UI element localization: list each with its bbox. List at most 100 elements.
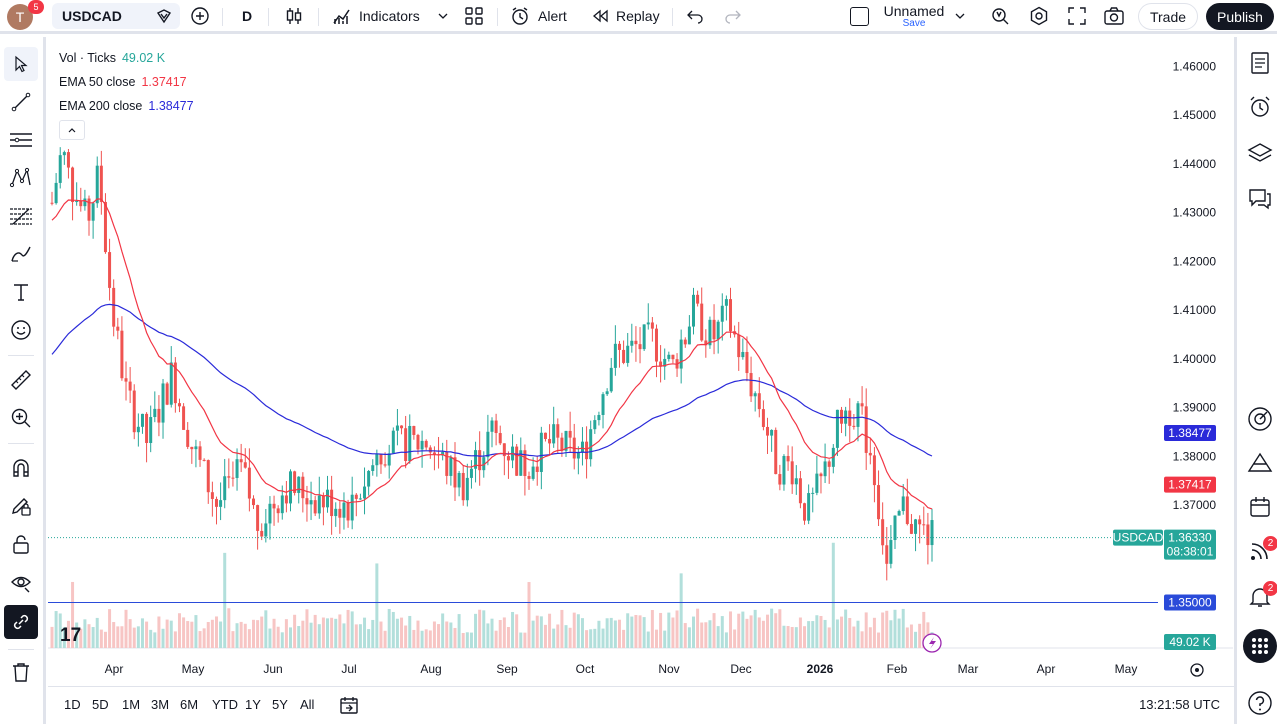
candle-body	[589, 429, 593, 460]
candle-body	[881, 519, 885, 546]
zoom-in-icon[interactable]	[4, 401, 38, 435]
trade-button[interactable]: Trade	[1138, 3, 1198, 30]
ruler-icon[interactable]	[4, 363, 38, 397]
layout-name[interactable]: Unnamed Save	[878, 3, 950, 29]
symbol-search[interactable]: USDCAD	[52, 3, 180, 29]
ema200-legend[interactable]: EMA 200 close 1.38477	[59, 94, 194, 118]
redo-icon[interactable]	[724, 0, 742, 32]
apps-grid-icon[interactable]	[1243, 629, 1277, 663]
fullscreen-icon[interactable]	[1067, 0, 1087, 32]
chart-type-icon[interactable]	[284, 0, 304, 32]
chart-legend: Vol · Ticks 49.02 K EMA 50 close 1.37417…	[59, 46, 194, 140]
candle-body	[379, 453, 383, 465]
candle-body	[827, 461, 831, 467]
candle-body	[914, 519, 918, 534]
replay-button[interactable]: Replay	[591, 0, 660, 32]
range-1m-button[interactable]: 1M	[122, 697, 141, 712]
candle-body	[58, 155, 62, 183]
candle-body	[182, 406, 186, 430]
candle-body	[50, 202, 54, 204]
candle-body	[408, 425, 412, 461]
layout-dropdown-icon[interactable]	[954, 0, 966, 32]
candle-body	[609, 367, 613, 392]
eye-icon[interactable]	[4, 565, 38, 599]
brush-icon[interactable]	[4, 237, 38, 271]
volume-bar	[593, 628, 597, 648]
candle-body	[284, 495, 288, 504]
horizontal-lines-icon[interactable]	[4, 123, 38, 157]
candle-body	[716, 321, 720, 340]
settings-gear-icon[interactable]	[1029, 0, 1049, 32]
pattern-icon[interactable]	[4, 161, 38, 195]
hotlist-icon[interactable]	[1244, 447, 1276, 479]
layout-checkbox[interactable]	[850, 0, 869, 32]
range-all-button[interactable]: All	[300, 697, 315, 712]
range-6m-button[interactable]: 6M	[180, 697, 199, 712]
calendar-icon[interactable]	[1244, 491, 1276, 523]
chart-pane[interactable]: 1.46000 1.45000 1.44000 1.43000 1.42000 1.410…	[48, 37, 1233, 685]
interval-button[interactable]: D	[242, 8, 253, 24]
layouts-grid-icon[interactable]	[464, 0, 484, 32]
target-icon[interactable]	[1244, 403, 1276, 435]
lock-icon[interactable]	[4, 527, 38, 561]
volume-bar	[885, 610, 889, 648]
ideas-badge: 2	[1263, 536, 1277, 551]
range-5y-button[interactable]: 5Y	[272, 697, 288, 712]
price-chart[interactable]: 1.46000 1.45000 1.44000 1.43000 1.42000 1.410…	[48, 37, 1233, 685]
price-tick-label: 1.45000	[1173, 108, 1217, 122]
volume-bar	[342, 623, 346, 648]
emoji-icon[interactable]	[4, 313, 38, 347]
ideas-stream-icon[interactable]	[1244, 535, 1276, 567]
alert-button[interactable]: Alert	[510, 0, 567, 32]
volume-bar	[724, 632, 728, 648]
trend-line-icon[interactable]	[4, 85, 38, 119]
ema50-legend[interactable]: EMA 50 close 1.37417	[59, 70, 194, 94]
watchlist-icon[interactable]	[1244, 47, 1276, 79]
candle-body	[840, 409, 844, 424]
chat-icon[interactable]	[1244, 183, 1276, 215]
publish-button[interactable]: Publish	[1206, 3, 1274, 30]
candle-body	[99, 165, 103, 202]
volume-bar	[766, 614, 770, 648]
candle-body	[757, 393, 761, 410]
link-icon[interactable]	[4, 605, 38, 639]
alerts-clock-icon[interactable]	[1244, 91, 1276, 123]
volume-bar	[597, 620, 601, 648]
layers-icon[interactable]	[1244, 137, 1276, 169]
cursor-icon[interactable]	[4, 47, 38, 81]
undo-icon[interactable]	[686, 0, 704, 32]
volume-bar	[202, 628, 206, 648]
range-ytd-button[interactable]: YTD	[212, 697, 238, 712]
goto-date-icon[interactable]	[338, 695, 360, 720]
indicators-button[interactable]: Indicators	[332, 0, 420, 32]
trash-icon[interactable]	[4, 655, 38, 689]
candle-body	[646, 322, 650, 325]
volume-bar	[95, 617, 99, 648]
range-5d-button[interactable]: 5D	[92, 697, 109, 712]
snapshot-camera-icon[interactable]	[1103, 0, 1125, 32]
candle-body	[469, 468, 473, 478]
volume-bar	[112, 622, 116, 648]
volume-bar	[741, 611, 745, 648]
utc-clock[interactable]: 13:21:58 UTC	[1139, 697, 1220, 712]
magnet-icon[interactable]	[4, 451, 38, 485]
volume-bar	[675, 610, 679, 648]
help-icon[interactable]	[1244, 687, 1276, 719]
add-symbol-icon[interactable]	[190, 0, 210, 32]
quick-search-icon[interactable]	[990, 0, 1010, 32]
candle-body	[576, 452, 580, 459]
volume-bar	[289, 627, 293, 648]
volume-bar	[445, 621, 449, 648]
compare-icon[interactable]	[155, 0, 173, 32]
fib-retracement-icon[interactable]	[4, 199, 38, 233]
indicators-dropdown-icon[interactable]	[437, 0, 449, 32]
collapse-legend-icon[interactable]	[59, 120, 85, 140]
text-tool-icon[interactable]	[4, 275, 38, 309]
ema200-legend-label: EMA 200 close	[59, 99, 143, 113]
lock-pencil-icon[interactable]	[4, 489, 38, 523]
candle-body	[395, 425, 399, 431]
range-1y-button[interactable]: 1Y	[245, 697, 261, 712]
range-3m-button[interactable]: 3M	[151, 697, 170, 712]
volume-legend[interactable]: Vol · Ticks 49.02 K	[59, 46, 194, 70]
range-1d-button[interactable]: 1D	[64, 697, 81, 712]
